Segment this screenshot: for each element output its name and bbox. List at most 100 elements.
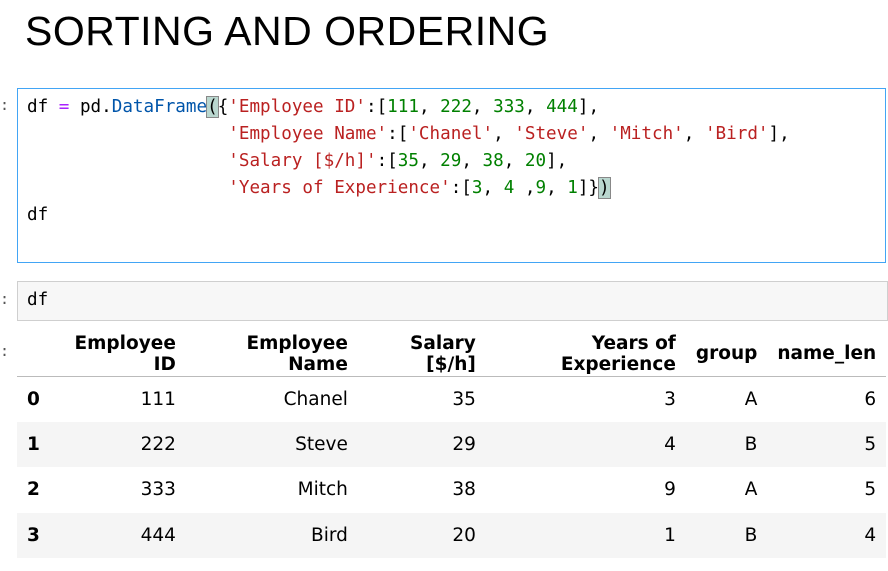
code-token: 'Steve' [514,124,589,144]
code-token: 9 [535,178,547,198]
code-token: :[ [450,178,472,198]
table-cell: 111 [140,388,176,410]
code-token: 'Chanel' [408,124,494,144]
code-token: , [514,178,536,198]
table-cell: 444 [140,524,176,546]
code-token: 111 [387,97,419,117]
code-token: 444 [546,97,578,117]
table-cell: 4 [864,524,877,546]
column-header: Years of Experience [485,332,686,377]
code-token: 35 [397,151,419,171]
code-token: { [217,97,229,117]
table-cell: Chanel [283,388,348,410]
code-token: 'Mitch' [609,124,684,144]
output-prompt: : [0,342,10,360]
code-token: 'Salary [$/h]' [228,151,377,171]
code-token: , [493,124,515,144]
code-line: 'Years of Experience':[3, 4 ,9, 1]}) [27,175,790,202]
code-token: 'Employee Name' [228,124,388,144]
table-row: 1 222 Steve 29 4 B 5 [17,421,887,467]
row-index: 2 [27,479,40,501]
table-cell: 35 [452,388,476,410]
table-cell: A [744,479,758,501]
column-header: Employee Name [185,332,358,377]
code-token: , [471,97,494,117]
code-line: df [27,202,790,229]
table-cell: 9 [664,479,676,501]
code-line: df [27,287,48,314]
code-token: , [524,97,547,117]
code-token: :[ [365,97,388,117]
code-token: df [27,97,59,117]
code-line: df = pd.DataFrame({'Employee ID':[111, 2… [27,94,790,121]
table-cell: 3 [664,388,676,410]
table-row: 2 333 Mitch 38 9 A 5 [17,467,886,513]
table-cell: 38 [452,479,476,501]
code-token: 'Years of Experience' [228,178,451,198]
code-token: :[ [376,151,398,171]
code-token: ], [768,124,790,144]
table-cell: 20 [452,524,476,546]
code-token: , [683,124,705,144]
code-token: 'Bird' [704,124,769,144]
code-token [27,178,228,198]
code-cell[interactable]: df [17,281,888,321]
page-title: SORTING AND ORDERING [25,8,550,54]
table-cell: 5 [864,479,877,501]
code-token: :[ [387,124,409,144]
code-line: 'Employee Name':['Chanel', 'Steve', 'Mit… [27,121,790,148]
table-row: 0 111 Chanel 35 3 A 6 [17,376,886,422]
table-cell: 333 [140,479,176,501]
code-token: 20 [524,151,547,171]
code-token: ], [546,151,568,171]
code-token: , [461,151,483,171]
table-cell: 222 [140,433,176,455]
row-index: 1 [27,433,40,455]
row-index: 0 [27,388,40,410]
table-cell: 6 [864,388,877,410]
code-token: 4 [503,178,515,198]
code-token: = [58,97,70,117]
code-token: , [482,178,504,198]
column-header: Salary [$/h] [357,332,486,377]
code-token: 'Employee ID' [228,97,366,117]
cell-prompt: : [0,290,10,308]
column-header: name_len [767,332,887,377]
code-token: df [27,205,49,225]
code-token: 3 [471,178,483,198]
table-cell: 5 [864,433,877,455]
table-cell: 1 [664,524,676,546]
code-token: , [588,124,610,144]
code-token: 1 [567,178,578,198]
index-header [17,332,50,377]
code-token: 38 [482,151,504,171]
code-token: ) [598,177,611,199]
code: df = pd.DataFrame({'Employee ID':[111, 2… [27,94,790,229]
column-header: group [685,332,768,377]
header-row: Employee ID Employee Name Salary [$/h] Year… [17,332,887,377]
column-header: Employee ID [49,332,186,377]
code-token: 222 [440,97,472,117]
code-line: 'Salary [$/h]':[35, 29, 38, 20], [27,148,790,175]
cell-prompt: : [0,96,10,114]
table-row: 3 444 Bird 20 1 B 4 [17,512,887,558]
code-token: , [418,97,441,117]
table-cell: Mitch [297,479,348,501]
code-token [27,124,228,144]
code-token: 333 [493,97,525,117]
table-cell: B [744,433,758,455]
code-token: pd. [69,97,112,117]
code-token: , [546,178,568,198]
table-cell: Bird [311,524,348,546]
code-cell[interactable]: df = pd.DataFrame({'Employee ID':[111, 2… [17,88,886,263]
row-index: 3 [27,524,40,546]
code-token [27,151,228,171]
dataframe: Employee ID Employee Name Salary [$/h] Year… [17,332,887,558]
code-token: ( [206,96,219,118]
code: df [27,287,48,314]
table-cell: Steve [295,433,348,455]
code-token: df [27,290,49,310]
code-token: , [503,151,525,171]
table-cell: B [744,524,758,546]
